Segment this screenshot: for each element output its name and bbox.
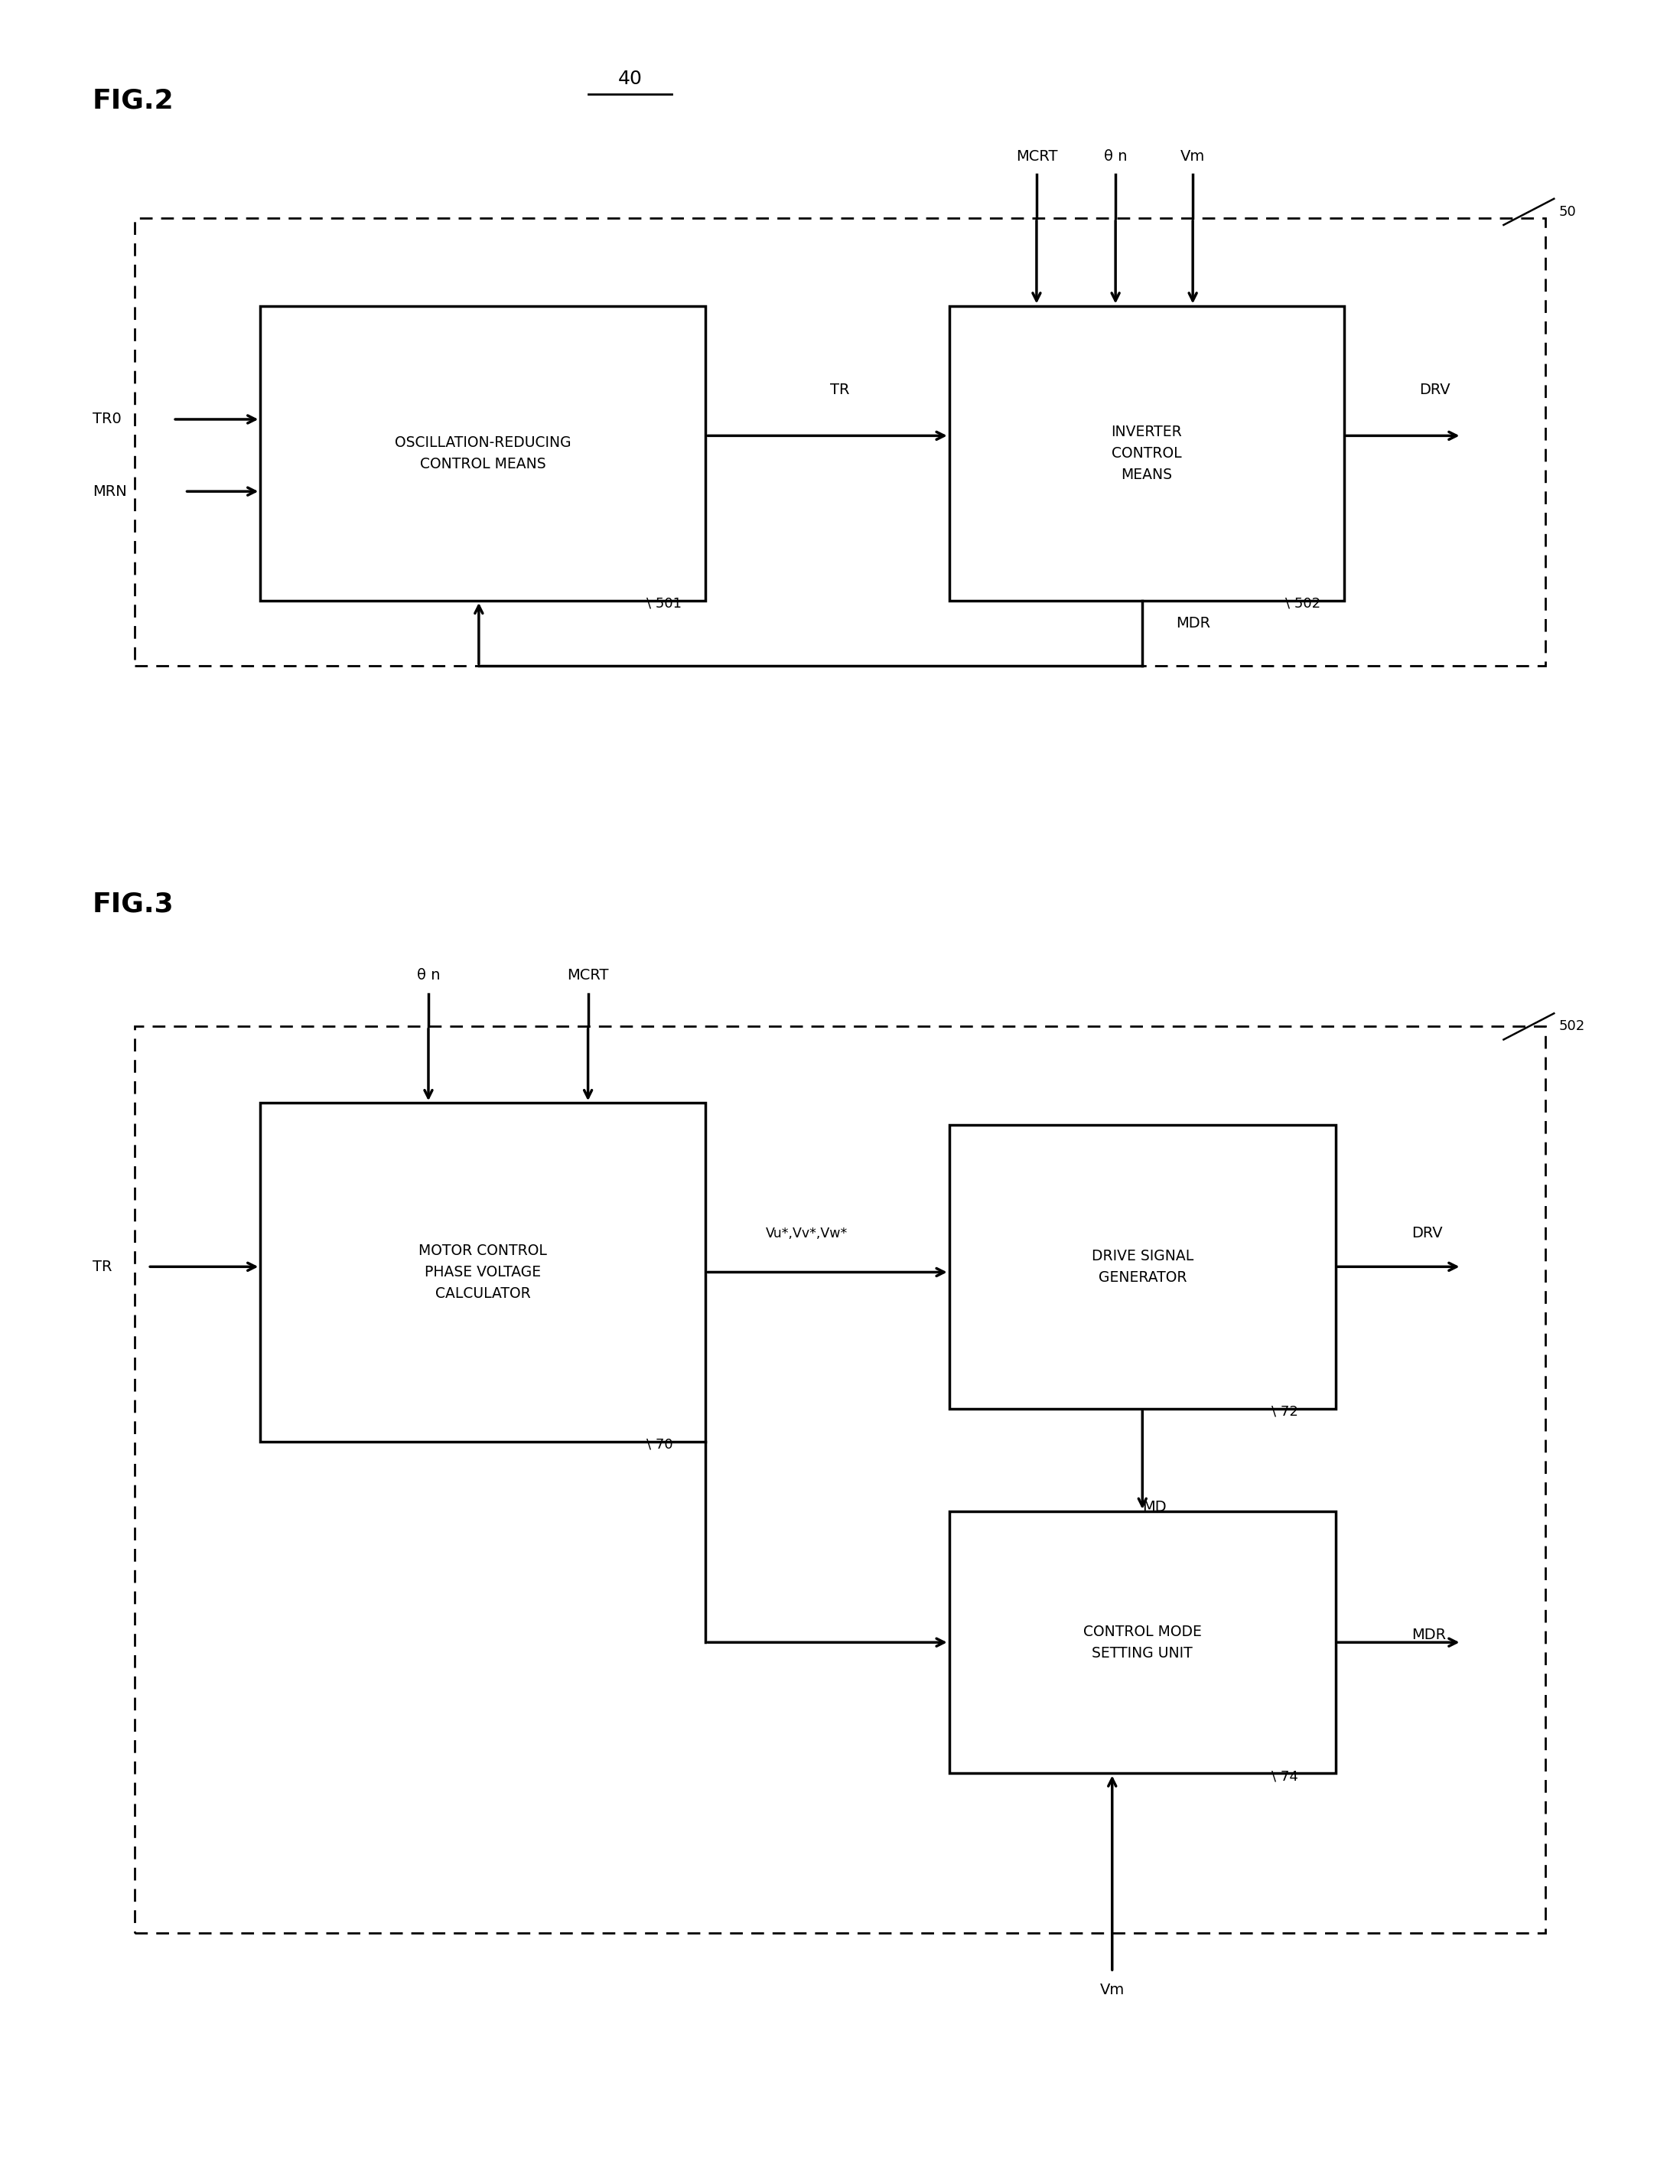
Text: MDR: MDR — [1176, 616, 1211, 631]
Text: θ n: θ n — [1104, 149, 1127, 164]
Bar — [949, 306, 1344, 601]
Text: \ 70: \ 70 — [647, 1437, 674, 1450]
Bar — [134, 1026, 1546, 1933]
Bar — [949, 1511, 1336, 1773]
Text: INVERTER
CONTROL
MEANS: INVERTER CONTROL MEANS — [1110, 424, 1183, 483]
Text: \ 502: \ 502 — [1285, 596, 1320, 609]
Text: θ n: θ n — [417, 968, 440, 983]
Text: MCRT: MCRT — [568, 968, 608, 983]
Text: MCRT: MCRT — [1016, 149, 1057, 164]
Bar — [260, 1103, 706, 1441]
Bar — [134, 218, 1546, 666]
Text: Vm: Vm — [1100, 1983, 1124, 1998]
Text: FIG.3: FIG.3 — [92, 891, 175, 917]
Text: DRV: DRV — [1411, 1225, 1441, 1241]
Text: 50: 50 — [1559, 205, 1576, 218]
Text: TR: TR — [92, 1260, 113, 1273]
Text: \ 501: \ 501 — [647, 596, 682, 609]
Text: FIG.2: FIG.2 — [92, 87, 175, 114]
Text: MDR: MDR — [1411, 1627, 1446, 1642]
Text: MOTOR CONTROL
PHASE VOLTAGE
CALCULATOR: MOTOR CONTROL PHASE VOLTAGE CALCULATOR — [418, 1243, 548, 1302]
Text: DRV: DRV — [1420, 382, 1450, 397]
Text: DRIVE SIGNAL
GENERATOR: DRIVE SIGNAL GENERATOR — [1092, 1249, 1193, 1284]
Text: TR0: TR0 — [92, 413, 121, 426]
Text: MRN: MRN — [92, 485, 126, 498]
Text: MD: MD — [1142, 1500, 1166, 1514]
Text: 502: 502 — [1559, 1020, 1586, 1033]
Text: 40: 40 — [618, 70, 642, 87]
Text: Vu*,Vv*,Vw*: Vu*,Vv*,Vw* — [766, 1227, 847, 1241]
Text: OSCILLATION-REDUCING
CONTROL MEANS: OSCILLATION-REDUCING CONTROL MEANS — [395, 435, 571, 472]
Text: \ 74: \ 74 — [1272, 1769, 1299, 1782]
Text: CONTROL MODE
SETTING UNIT: CONTROL MODE SETTING UNIT — [1084, 1625, 1201, 1660]
Text: Vm: Vm — [1181, 149, 1205, 164]
Bar — [260, 306, 706, 601]
Bar — [949, 1125, 1336, 1409]
Text: TR: TR — [830, 382, 850, 397]
Text: \ 72: \ 72 — [1272, 1404, 1299, 1417]
